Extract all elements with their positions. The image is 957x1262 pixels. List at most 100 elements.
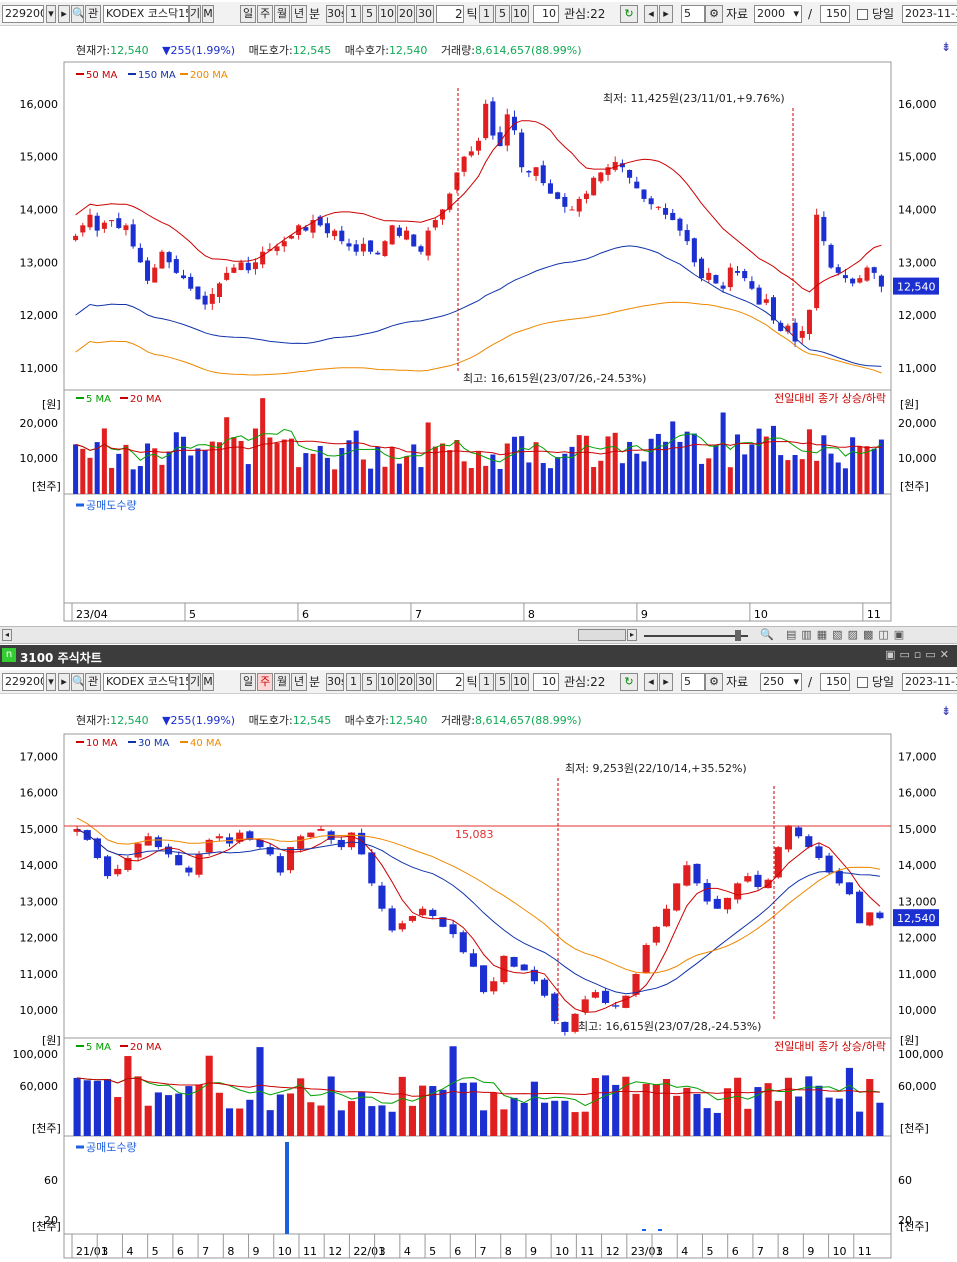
prev-icon[interactable]: ◂: [644, 5, 658, 23]
candle: [605, 167, 611, 175]
data-count-select-2[interactable]: 250 ▾: [760, 673, 802, 691]
min-20[interactable]: 20: [397, 5, 415, 23]
tick-10-2[interactable]: 10: [511, 673, 529, 691]
scroll-thumb[interactable]: [578, 629, 626, 641]
tick-value-2[interactable]: 10: [533, 673, 559, 691]
tick-5-2[interactable]: 5: [495, 673, 510, 691]
refresh-icon-2[interactable]: ↻: [620, 673, 638, 691]
min-1[interactable]: 1: [346, 5, 361, 23]
volume-bar: [815, 1085, 823, 1136]
interest-button[interactable]: 관: [85, 5, 101, 23]
code-input[interactable]: 229200: [2, 5, 44, 23]
min-1-2[interactable]: 1: [346, 673, 361, 691]
period-month[interactable]: 월: [274, 5, 290, 23]
code-dropdown-2[interactable]: ▾: [46, 673, 56, 691]
period-day[interactable]: 일: [240, 5, 256, 23]
next-arrow-icon-2[interactable]: ▸: [58, 673, 70, 691]
zoom-icon[interactable]: 🔍: [760, 628, 774, 641]
volume-bar: [720, 412, 726, 494]
period-minute-2[interactable]: 분: [309, 675, 321, 689]
code-dropdown[interactable]: ▾: [46, 5, 56, 23]
view-count-2[interactable]: 150: [820, 673, 850, 691]
tick-input[interactable]: [436, 5, 464, 23]
ma-line: [75, 245, 882, 367]
period-year[interactable]: 년: [291, 5, 307, 23]
weekly-chart[interactable]: 17,000 17,000 16,000 16,000 15,000 15,000 14,0…: [0, 704, 957, 1259]
candle: [744, 876, 752, 882]
min-5[interactable]: 5: [362, 5, 377, 23]
toolbar-bottom: 229200 ▾ ▸ 🔍 관 KODEX 코스닥15 기 M 일 주 월 년 분…: [0, 670, 957, 694]
tick-1-2[interactable]: 1: [479, 673, 494, 691]
tick-input-2[interactable]: [436, 673, 464, 691]
tool-icons[interactable]: ▤▥▦▧▨▩◫▣: [786, 628, 910, 641]
zoom-handle[interactable]: [735, 630, 741, 641]
min-30-2[interactable]: 30: [416, 673, 434, 691]
date-input[interactable]: 2023-11-17: [902, 5, 957, 23]
expand-icon[interactable]: ⇟: [940, 40, 951, 54]
view-count[interactable]: 150: [820, 5, 850, 23]
code-input-2[interactable]: 229200: [2, 673, 44, 691]
min-10-2[interactable]: 10: [378, 673, 396, 691]
sec-button[interactable]: 30s: [326, 5, 344, 23]
stepper-input[interactable]: 5: [681, 5, 705, 23]
menu-button-2[interactable]: M: [202, 673, 214, 691]
tick-10[interactable]: 10: [511, 5, 529, 23]
period-month-2[interactable]: 월: [274, 673, 290, 691]
scroll-right-icon[interactable]: ▸: [627, 629, 637, 641]
y-tick-left: 11,000: [20, 362, 59, 375]
scroll-left-icon[interactable]: ◂: [2, 629, 12, 641]
candle: [828, 244, 834, 268]
info-button-2[interactable]: 기: [189, 673, 201, 691]
candle: [256, 839, 264, 848]
tick-5[interactable]: 5: [495, 5, 510, 23]
candle: [504, 114, 510, 146]
today-checkbox-2[interactable]: [857, 677, 868, 688]
stepper-input-2[interactable]: 5: [681, 673, 705, 691]
volume-bar: [569, 446, 575, 494]
next-icon[interactable]: ▸: [659, 5, 673, 23]
tick-value[interactable]: 10: [533, 5, 559, 23]
tick-1[interactable]: 1: [479, 5, 494, 23]
min-5-2[interactable]: 5: [362, 673, 377, 691]
volume-bar: [104, 1079, 112, 1136]
period-minute[interactable]: 분: [309, 7, 321, 21]
period-week-2[interactable]: 주: [257, 673, 273, 691]
candle: [93, 838, 101, 858]
prev-icon-2[interactable]: ◂: [644, 673, 658, 691]
y-tick-left: 14,000: [20, 859, 59, 872]
volume-bar: [856, 1111, 864, 1136]
candle: [540, 165, 546, 184]
window-controls-icon[interactable]: ▣▭▫▭✕: [885, 648, 953, 661]
search-icon-2[interactable]: 🔍: [71, 673, 84, 691]
volume-bar: [116, 453, 122, 494]
settings-icon[interactable]: ⚙: [705, 5, 723, 23]
date-input-2[interactable]: 2023-11-17: [902, 673, 957, 691]
volume-bar: [866, 1079, 874, 1136]
next-icon-2[interactable]: ▸: [659, 673, 673, 691]
period-day-2[interactable]: 일: [240, 673, 256, 691]
search-icon[interactable]: 🔍: [71, 5, 84, 23]
min-20-2[interactable]: 20: [397, 673, 415, 691]
today-checkbox[interactable]: [857, 9, 868, 20]
min-30[interactable]: 30: [416, 5, 434, 23]
volume-bar: [245, 464, 251, 494]
period-year-2[interactable]: 년: [291, 673, 307, 691]
next-arrow-icon[interactable]: ▸: [58, 5, 70, 23]
expand-icon-2[interactable]: ⇟: [940, 704, 951, 718]
candle: [805, 836, 813, 848]
x-label: 6: [302, 608, 309, 621]
data-count-select[interactable]: 2000 ▾: [754, 5, 802, 23]
refresh-icon[interactable]: ↻: [620, 5, 638, 23]
daily-chart[interactable]: 16,000 16,000 15,000 15,000 14,000 14,000 13,0…: [0, 38, 957, 622]
unit-right: [원]: [900, 1034, 919, 1047]
menu-button[interactable]: M: [202, 5, 214, 23]
zoom-slider[interactable]: [644, 635, 748, 637]
period-week[interactable]: 주: [257, 5, 273, 23]
settings-icon-2[interactable]: ⚙: [705, 673, 723, 691]
sec-button-2[interactable]: 30s: [326, 673, 344, 691]
interest-button-2[interactable]: 관: [85, 673, 101, 691]
info-button[interactable]: 기: [189, 5, 201, 23]
candle: [825, 855, 833, 873]
candle: [404, 230, 410, 240]
min-10[interactable]: 10: [378, 5, 396, 23]
